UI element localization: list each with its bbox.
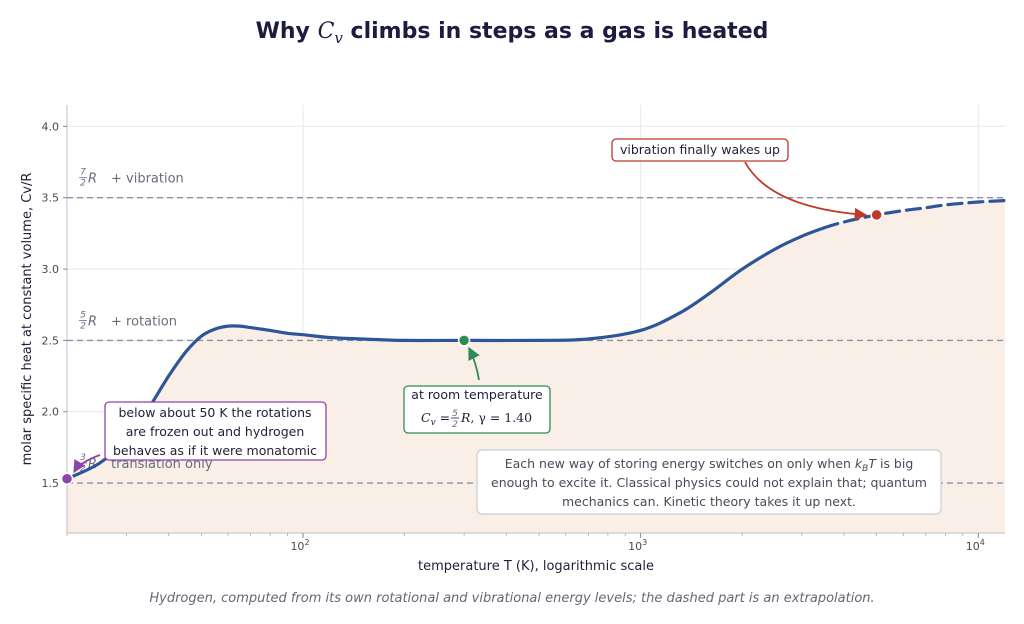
curve-extrapolated: [822, 199, 1007, 230]
x-tick-label: 102: [290, 538, 309, 553]
chart-caption: Hydrogen, computed from its own rotation…: [149, 591, 874, 606]
room-annotation-box: [403, 385, 551, 434]
level-r: R: [88, 457, 97, 472]
room-frac-num: 5: [452, 409, 458, 419]
highlight-point: [60, 472, 74, 486]
y-tick-label: 1.5: [42, 477, 60, 490]
note-line: Each new way of storing energy switches …: [505, 456, 914, 474]
y-tick-label: 2.5: [42, 334, 60, 347]
level-label: translation only: [111, 457, 213, 472]
note-line: mechanics can. Kinetic theory takes it u…: [562, 494, 856, 509]
note-box: [476, 449, 942, 515]
level-frac-den: 2: [80, 179, 86, 189]
y-tick-label: 4.0: [42, 120, 60, 133]
level-frac-num: 7: [80, 168, 86, 178]
vib-arrow: [744, 161, 868, 221]
vib-annotation-box: [611, 138, 789, 162]
x-tick-label: 103: [628, 538, 647, 553]
room-annotation-r: R, γ = 1.40: [460, 410, 532, 425]
level-label: + rotation: [111, 314, 177, 329]
y-axis-label: molar specific heat at constant volume, …: [20, 173, 35, 466]
low-annotation-line: below about 50 K the rotations: [118, 405, 311, 420]
level-label: + vibration: [111, 172, 184, 187]
level-frac-num: 3: [80, 453, 86, 463]
room-arrow: [468, 346, 480, 381]
y-tick-label: 2.0: [42, 406, 60, 419]
vib-annotation-text: vibration finally wakes up: [620, 142, 780, 157]
x-axis-label: temperature T (K), logarithmic scale: [418, 559, 654, 574]
low-annotation-line: are frozen out and hydrogen: [126, 424, 305, 439]
y-tick-label: 3.0: [42, 263, 60, 276]
note-line: enough to excite it. Classical physics c…: [491, 475, 927, 490]
level-r: R: [88, 314, 97, 329]
curve-computed: [65, 226, 826, 481]
chart-title: Why Cv climbs in steps as a gas is heate…: [256, 19, 769, 47]
room-annotation-line2: Cv =: [421, 410, 450, 428]
low-annotation-box: [104, 401, 327, 461]
highlight-point: [457, 334, 471, 347]
low-arrow: [73, 454, 101, 474]
room-frac-den: 2: [452, 420, 458, 430]
y-tick-label: 3.5: [42, 192, 60, 205]
highlight-point: [870, 208, 883, 222]
level-r: R: [88, 172, 97, 187]
room-annotation-line1: at room temperature: [411, 387, 543, 402]
x-tick-label: 104: [966, 538, 985, 553]
level-frac-num: 5: [80, 310, 86, 320]
level-frac-den: 2: [80, 321, 86, 331]
low-annotation-line: behaves as if it were monatomic: [113, 443, 317, 458]
